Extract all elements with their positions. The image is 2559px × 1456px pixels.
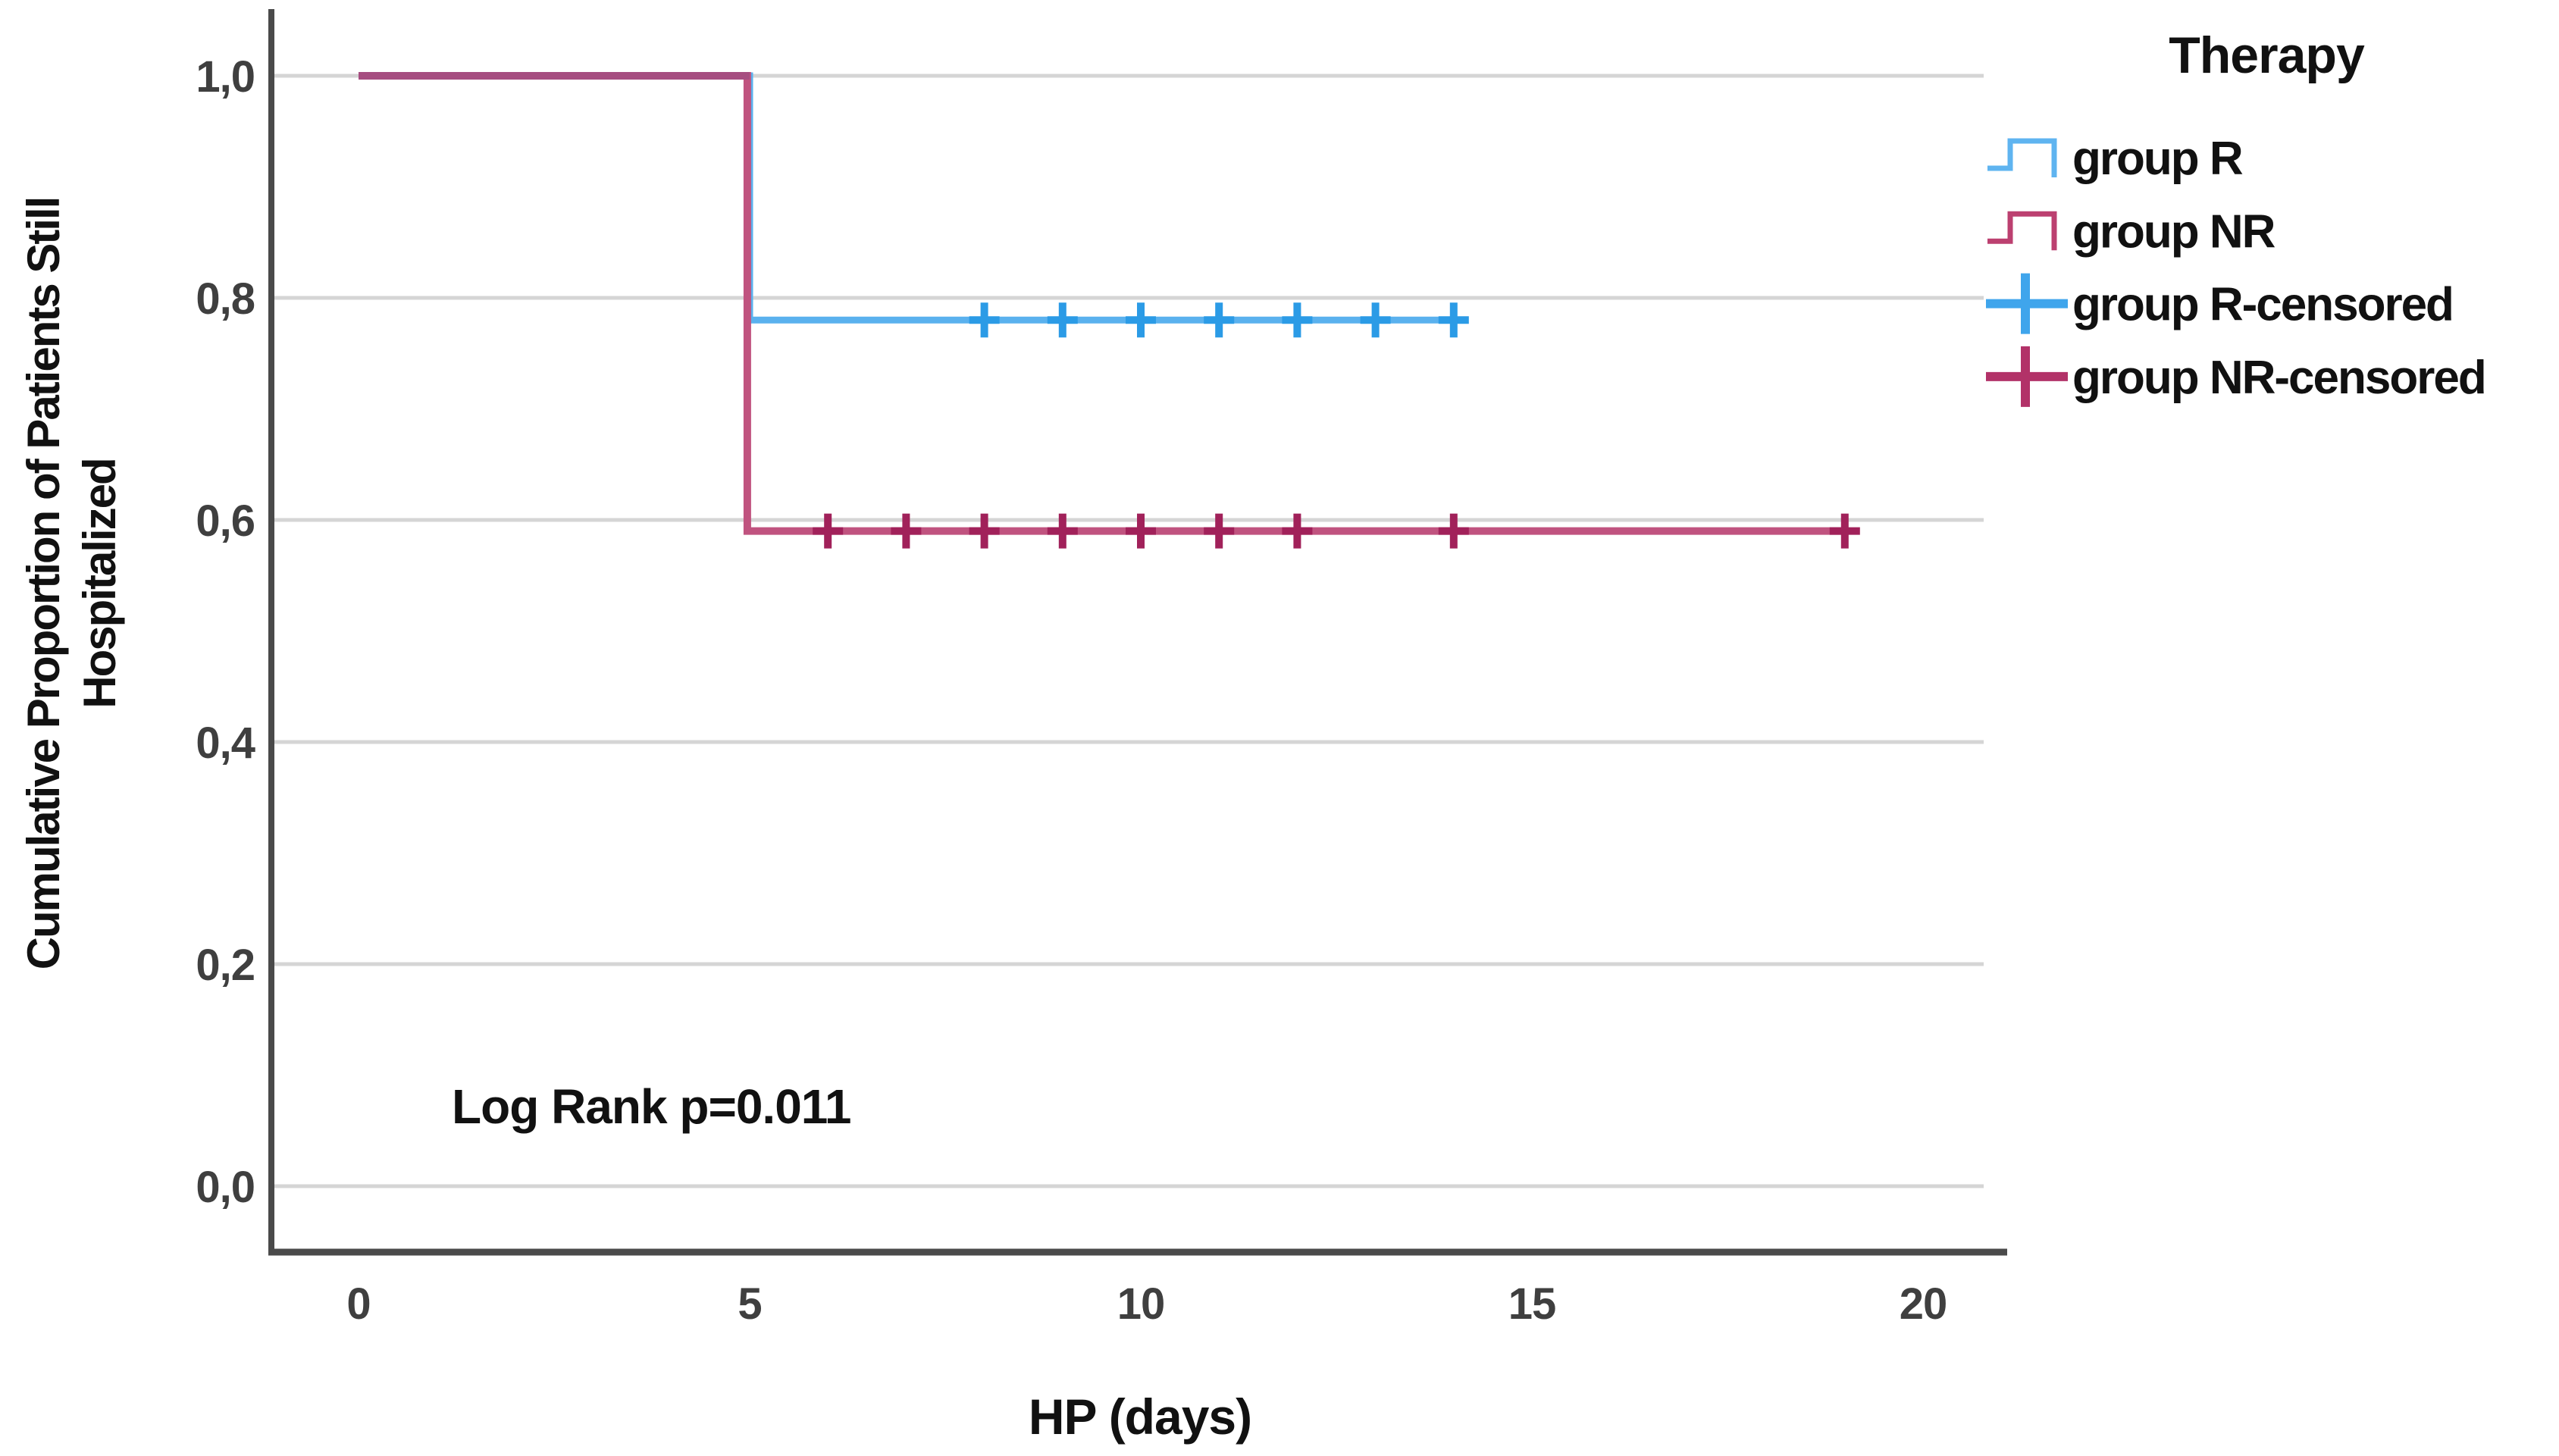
censored-mark-group-NR-day7: [891, 513, 922, 549]
y-tick-0,6: 0,6: [196, 496, 255, 546]
legend-item-group-R-censored: group R-censored: [1986, 273, 2454, 334]
legend-item-group-R: group R: [1987, 133, 2244, 185]
curve-group-NR: [359, 72, 1845, 535]
censored-mark-group-R-day12: [1282, 302, 1313, 338]
y-axis-title-line2: Hospitalized: [74, 459, 125, 708]
legend-label-group-NR: group NR: [2072, 205, 2276, 258]
censored-mark-group-NR-day19: [1829, 513, 1860, 549]
x-axis-title: HP (days): [1029, 1389, 1251, 1445]
legend-title: Therapy: [2169, 27, 2365, 84]
y-tick-labels: 0,0 0,2 0,4 0,6 0,8 1,0: [196, 52, 255, 1212]
x-tick-10: 10: [1117, 1279, 1165, 1329]
legend-step-symbol: [1987, 138, 2057, 177]
censored-mark-group-R-day9: [1047, 302, 1078, 338]
legend-label-group-NR-censored: group NR-censored: [2072, 352, 2485, 404]
legend-item-group-NR: group NR: [1987, 205, 2277, 258]
y-axis-title-line1: Cumulative Proportion of Patients Still: [18, 198, 69, 970]
y-tick-1,0: 1,0: [196, 52, 255, 102]
y-tick-0,0: 0,0: [196, 1163, 255, 1212]
curve-group-R: [359, 72, 1454, 324]
censored-mark-group-R-day13: [1360, 302, 1391, 338]
survival-curves: [359, 72, 1845, 535]
censored-mark-group-R-day14: [1438, 302, 1469, 338]
log-rank-annotation: Log Rank p=0.011: [452, 1079, 850, 1134]
censored-mark-group-R-day10: [1126, 302, 1156, 338]
y-tick-0,2: 0,2: [196, 941, 255, 990]
legend-label-group-R-censored: group R-censored: [2072, 279, 2453, 331]
legend-items: group R group NR group R-censored group NR-…: [1986, 133, 2487, 407]
legend-step-symbol: [1987, 211, 2057, 251]
censored-mark-group-NR-day10: [1126, 513, 1156, 549]
censored-mark-group-NR-day9: [1047, 513, 1078, 549]
censored-mark-group-NR-day14: [1438, 513, 1469, 549]
legend-label-group-R: group R: [2072, 133, 2243, 185]
x-tick-15: 15: [1508, 1279, 1556, 1329]
censored-mark-group-NR-day6: [813, 513, 844, 549]
y-axis-title: Cumulative Proportion of Patients Still …: [18, 198, 125, 970]
x-tick-0: 0: [346, 1279, 370, 1329]
censored-mark-group-NR-day12: [1282, 513, 1313, 549]
y-tick-0,4: 0,4: [196, 719, 255, 768]
x-tick-5: 5: [738, 1279, 761, 1329]
legend-item-group-NR-censored: group NR-censored: [1986, 346, 2487, 407]
y-tick-0,8: 0,8: [196, 274, 255, 324]
censored-mark-group-R-day8: [969, 302, 1000, 338]
gridlines: [271, 74, 1984, 1188]
x-tick-labels: 0 5 10 15 20: [346, 1279, 1947, 1329]
censored-mark-group-NR-day8: [969, 513, 1000, 549]
censored-mark-group-NR-day11: [1204, 513, 1235, 549]
censored-marks: [813, 302, 1860, 549]
censored-mark-group-R-day11: [1204, 302, 1235, 338]
x-tick-20: 20: [1900, 1279, 1947, 1329]
